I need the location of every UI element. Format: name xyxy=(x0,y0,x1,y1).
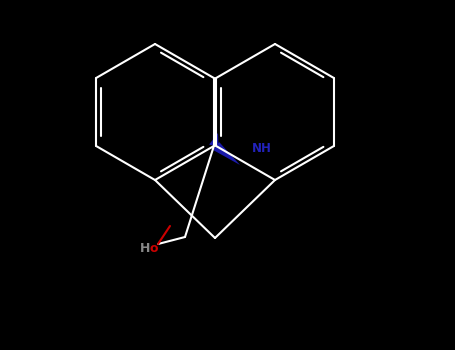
Text: o: o xyxy=(150,241,158,254)
Polygon shape xyxy=(213,142,240,165)
Text: NH: NH xyxy=(252,141,272,154)
Text: H: H xyxy=(140,241,150,254)
Polygon shape xyxy=(209,133,219,147)
